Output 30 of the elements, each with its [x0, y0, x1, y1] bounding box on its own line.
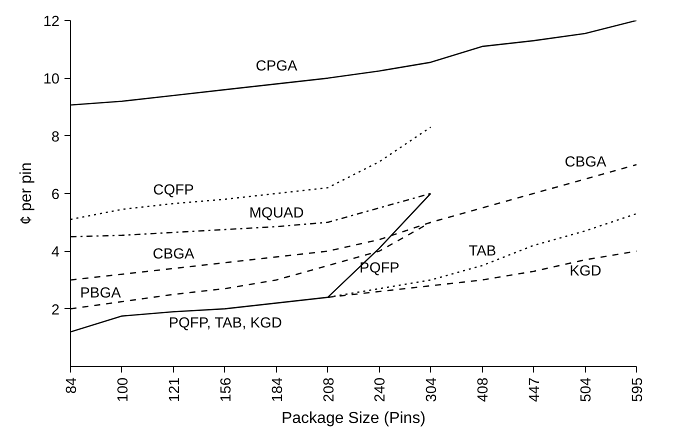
- annotation: CPGA: [256, 58, 298, 74]
- annotation: CQFP: [153, 182, 194, 198]
- x-tick-label: 121: [166, 377, 183, 402]
- x-tick-label: 408: [476, 377, 492, 402]
- annotation: PQFP, TAB, KGD: [168, 316, 282, 332]
- annotation: CBGA: [152, 246, 194, 262]
- annotation: PQFP: [360, 260, 400, 276]
- annotation: KGD: [570, 264, 602, 280]
- x-tick-label: 447: [527, 377, 544, 402]
- x-tick-label: 100: [115, 377, 132, 402]
- y-tick-label: 2: [51, 302, 60, 318]
- x-tick-label: 208: [321, 377, 338, 402]
- y-axis-title: ¢ per pin: [18, 162, 36, 225]
- x-axis-title: Package Size (Pins): [281, 410, 426, 427]
- x-tick-label: 504: [578, 377, 595, 402]
- annotation: MQUAD: [249, 206, 304, 222]
- x-tick-label: 156: [218, 377, 234, 402]
- y-tick-label: 10: [43, 72, 60, 88]
- annotation: CBGA: [564, 154, 606, 170]
- x-tick-label: 304: [424, 377, 440, 402]
- x-tick-label: 184: [270, 377, 286, 402]
- annotation: TAB: [468, 244, 496, 260]
- x-tick-label: 84: [64, 377, 80, 394]
- y-tick-label: 12: [43, 14, 60, 30]
- y-tick-label: 4: [51, 244, 60, 261]
- x-tick-label: 595: [630, 377, 646, 402]
- x-tick-label: 240: [372, 377, 389, 402]
- y-tick-label: 6: [51, 187, 60, 203]
- y-tick-label: 8: [51, 129, 60, 146]
- annotation: PBGA: [80, 286, 122, 302]
